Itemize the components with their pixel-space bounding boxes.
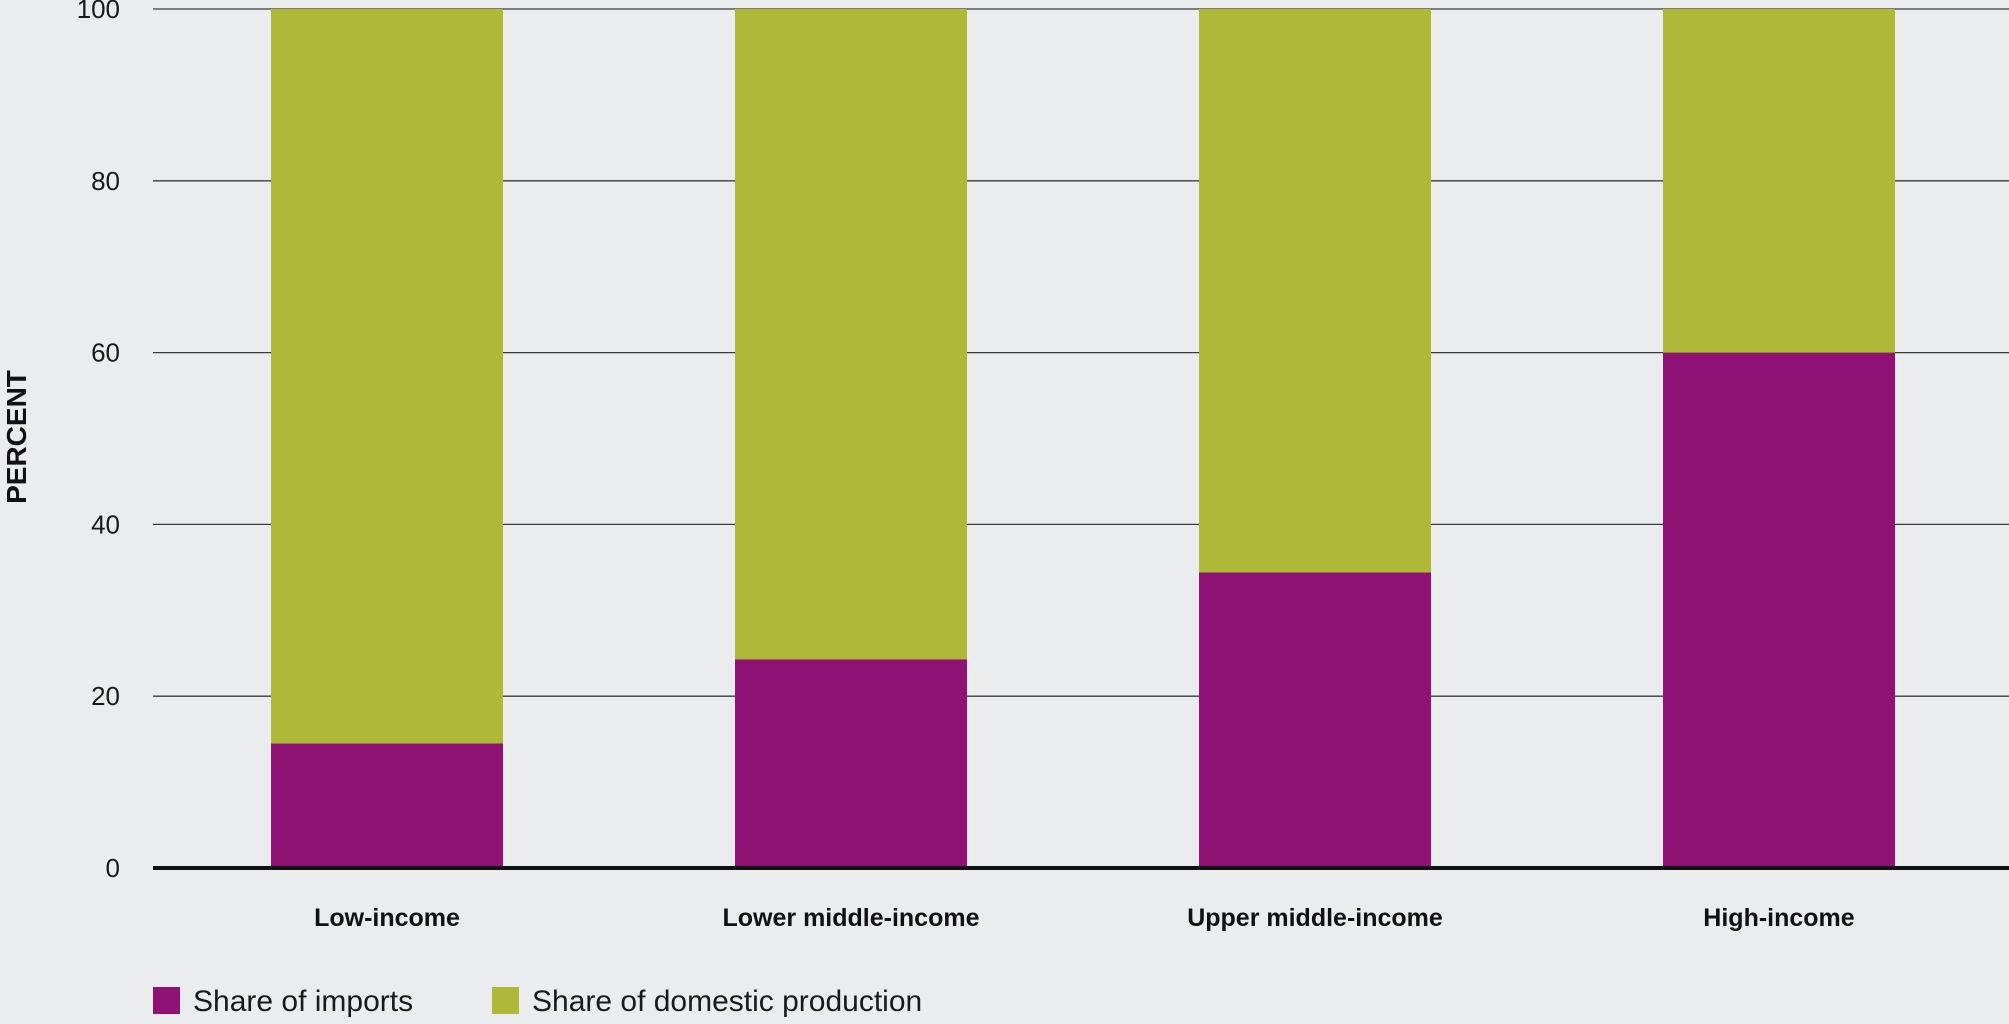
y-tick-label: 60 (91, 338, 120, 368)
category-label: Low-income (314, 904, 460, 932)
legend-swatch-imports (153, 987, 180, 1014)
legend-label: Share of imports (193, 985, 413, 1018)
category-label: Upper middle-income (1187, 904, 1443, 932)
y-tick-label: 20 (91, 681, 120, 711)
bar-segment-imports (1663, 352, 1895, 869)
category-label: High-income (1703, 904, 1854, 932)
y-tick-label: 40 (91, 509, 120, 539)
y-tick-labels: 0 20 40 60 80 100 (77, 0, 120, 883)
legend-swatch-domestic (492, 987, 519, 1014)
y-tick-label: 0 (106, 853, 120, 883)
bar-segment-domestic (735, 9, 967, 660)
legend-label: Share of domestic production (532, 985, 922, 1018)
bar-segment-imports (735, 659, 967, 868)
bars (271, 9, 1895, 869)
bar-segment-imports (1199, 572, 1431, 868)
category-label: Lower middle-income (723, 904, 980, 932)
bar-segment-imports (271, 743, 503, 868)
bar-segment-domestic (271, 9, 503, 744)
bar-segment-domestic (1663, 9, 1895, 353)
category-labels: Low-income Lower middle-income Upper middl… (314, 904, 1855, 932)
legend: Share of imports Share of domestic produc… (153, 985, 922, 1018)
y-tick-label: 100 (77, 0, 120, 24)
bar-segment-domestic (1199, 9, 1431, 573)
y-tick-label: 80 (91, 166, 120, 196)
y-axis-title: PERCENT (1, 370, 32, 504)
